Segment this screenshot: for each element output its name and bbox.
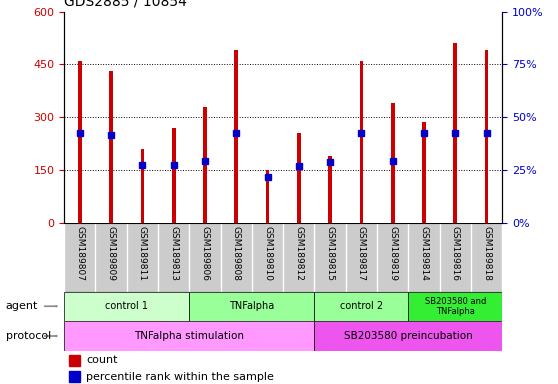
Text: GDS2885 / 10854: GDS2885 / 10854	[64, 0, 187, 9]
Text: count: count	[86, 356, 118, 366]
Bar	[346, 223, 377, 292]
Text: percentile rank within the sample: percentile rank within the sample	[86, 372, 274, 382]
Text: agent: agent	[6, 301, 38, 311]
Bar	[359, 61, 363, 223]
Bar	[454, 43, 457, 223]
Bar	[485, 50, 488, 223]
Bar	[109, 71, 113, 223]
Bar	[64, 292, 189, 321]
Text: GSM189816: GSM189816	[451, 226, 460, 281]
Bar	[189, 292, 315, 321]
Bar	[283, 223, 315, 292]
Text: TNFalpha: TNFalpha	[229, 301, 275, 311]
Text: GSM189807: GSM189807	[75, 226, 84, 281]
Text: TNFalpha stimulation: TNFalpha stimulation	[134, 331, 244, 341]
Bar	[377, 223, 408, 292]
Text: control 2: control 2	[340, 301, 383, 311]
Text: GSM189819: GSM189819	[388, 226, 397, 281]
Bar	[189, 223, 220, 292]
Bar	[422, 122, 426, 223]
Bar	[315, 321, 502, 351]
Bar	[471, 223, 502, 292]
Text: GSM189812: GSM189812	[294, 226, 304, 281]
Bar	[64, 223, 95, 292]
Bar	[203, 107, 207, 223]
Text: GSM189818: GSM189818	[482, 226, 491, 281]
Text: GSM189814: GSM189814	[420, 226, 429, 281]
Bar	[158, 223, 189, 292]
Bar	[220, 223, 252, 292]
Bar	[315, 292, 408, 321]
Bar	[234, 50, 238, 223]
Text: control 1: control 1	[105, 301, 148, 311]
Bar	[64, 321, 315, 351]
Bar	[408, 292, 502, 321]
Text: GSM189806: GSM189806	[200, 226, 209, 281]
Text: protocol: protocol	[6, 331, 51, 341]
Text: GSM189817: GSM189817	[357, 226, 366, 281]
Bar	[69, 355, 79, 366]
Text: GSM189808: GSM189808	[232, 226, 240, 281]
Bar	[297, 133, 301, 223]
Bar	[440, 223, 471, 292]
Text: GSM189815: GSM189815	[326, 226, 335, 281]
Bar	[328, 156, 332, 223]
Bar	[266, 170, 270, 223]
Bar	[127, 223, 158, 292]
Bar	[172, 127, 176, 223]
Bar	[408, 223, 440, 292]
Text: SB203580 preincubation: SB203580 preincubation	[344, 331, 473, 341]
Bar	[78, 61, 81, 223]
Text: GSM189811: GSM189811	[138, 226, 147, 281]
Bar	[315, 223, 346, 292]
Bar	[95, 223, 127, 292]
Text: GSM189813: GSM189813	[169, 226, 178, 281]
Bar	[391, 103, 395, 223]
Bar	[69, 371, 79, 382]
Text: SB203580 and
TNFalpha: SB203580 and TNFalpha	[425, 296, 486, 316]
Bar	[141, 149, 145, 223]
Text: GSM189809: GSM189809	[107, 226, 116, 281]
Bar	[252, 223, 283, 292]
Text: GSM189810: GSM189810	[263, 226, 272, 281]
